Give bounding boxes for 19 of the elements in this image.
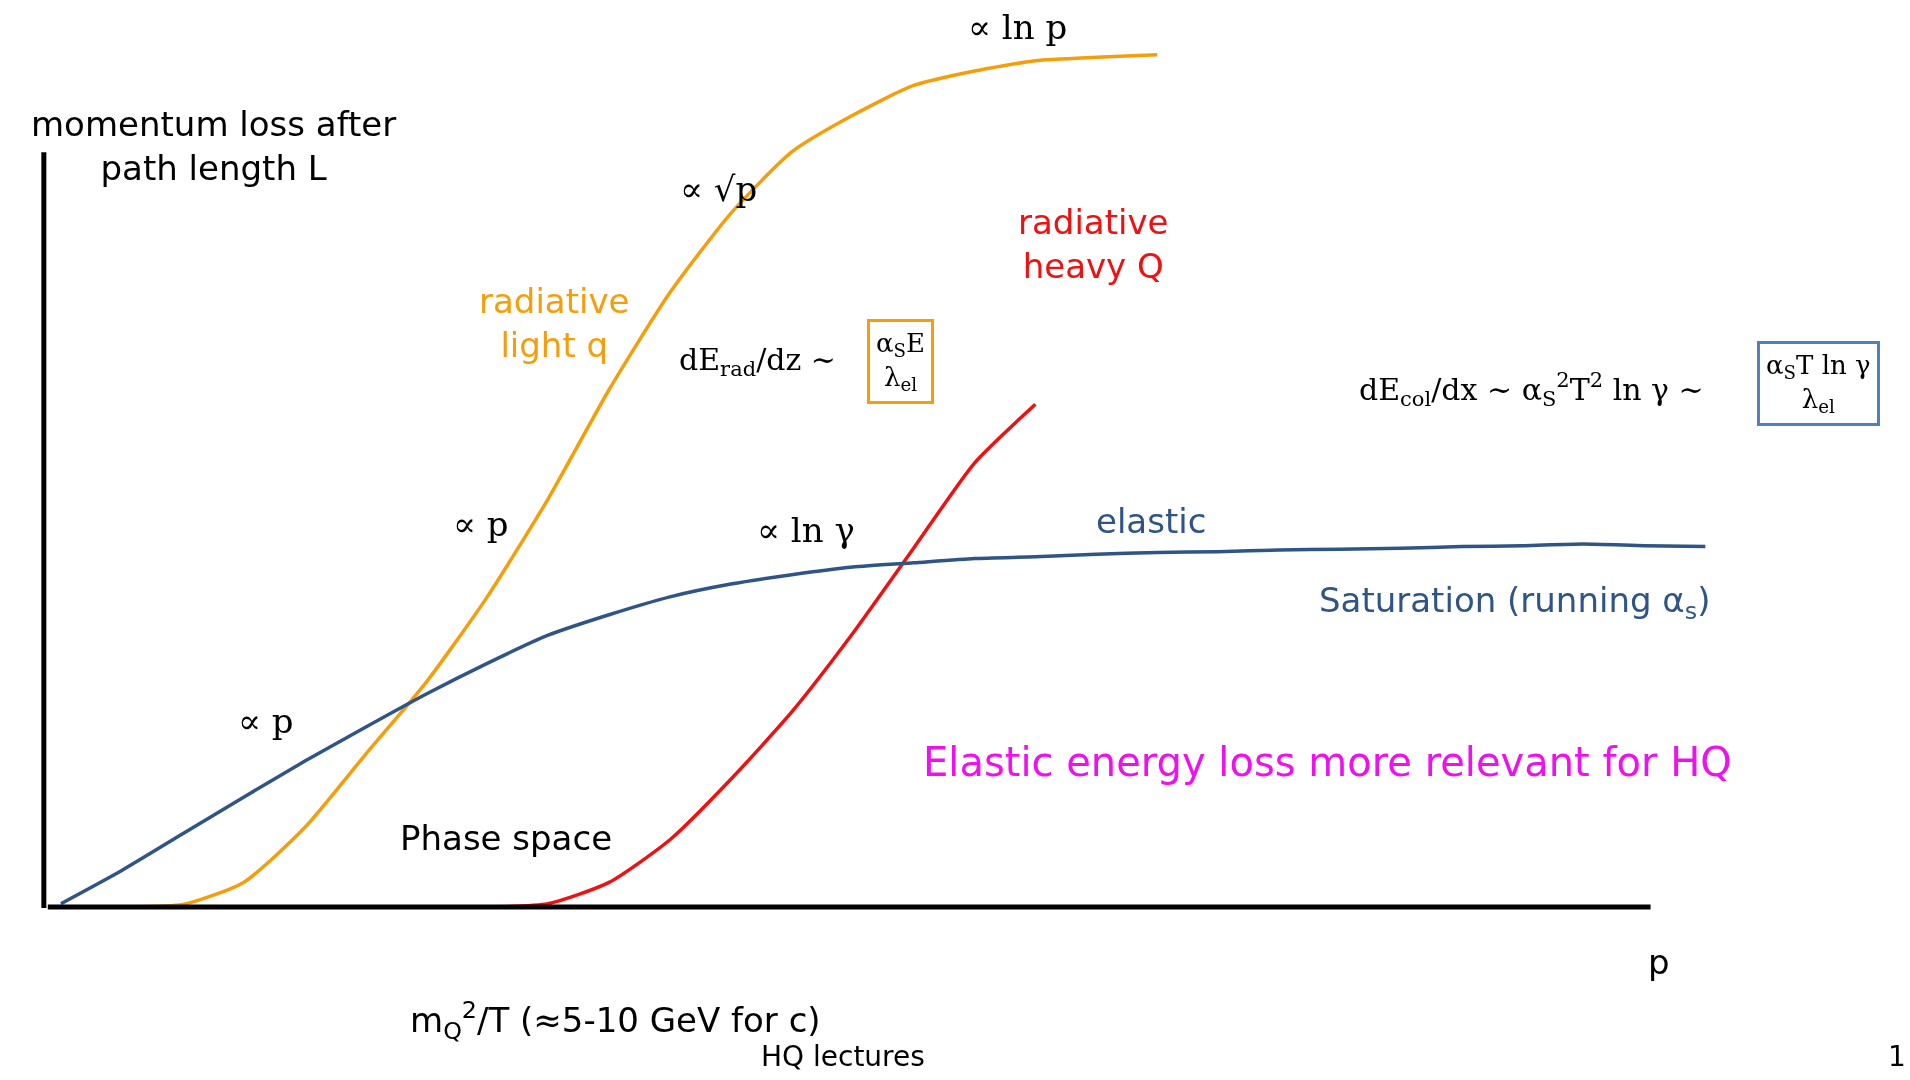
text: α$_{S}$T ln γ λ$_{el}$ [1766,350,1871,418]
annotation: ∝ ln γ [757,510,855,550]
annotation: Phase space [400,818,613,858]
annotation: ∝ √p [680,169,758,209]
annotation: ∝ p [453,504,509,544]
annotation: ∝ p [238,701,294,741]
text: HQ lectures [761,1040,925,1073]
text: ∝ ln p [968,7,1068,47]
annotation: dE$_{rad}$/dz ∼ [679,342,836,382]
text: 1 [1888,1040,1906,1073]
y-axis-title: momentum loss after path length L [31,104,397,189]
annotation: dE$_{col}$/dx ∼ α$_{S}$$^{2}$T$^{2}$ ln γ ∼ [1359,368,1704,411]
annotation: Saturation (running α$_{s}$) [1319,580,1711,626]
text: radiative heavy Q [1018,202,1169,287]
annotation: α$_{S}$E λ$_{el}$ [876,328,926,396]
series-label: elastic [1096,501,1207,541]
x-axis-title: p [1648,942,1670,982]
annotation: Elastic energy loss more relevant for HQ [923,739,1732,785]
series-label: radiative light q [479,281,630,366]
